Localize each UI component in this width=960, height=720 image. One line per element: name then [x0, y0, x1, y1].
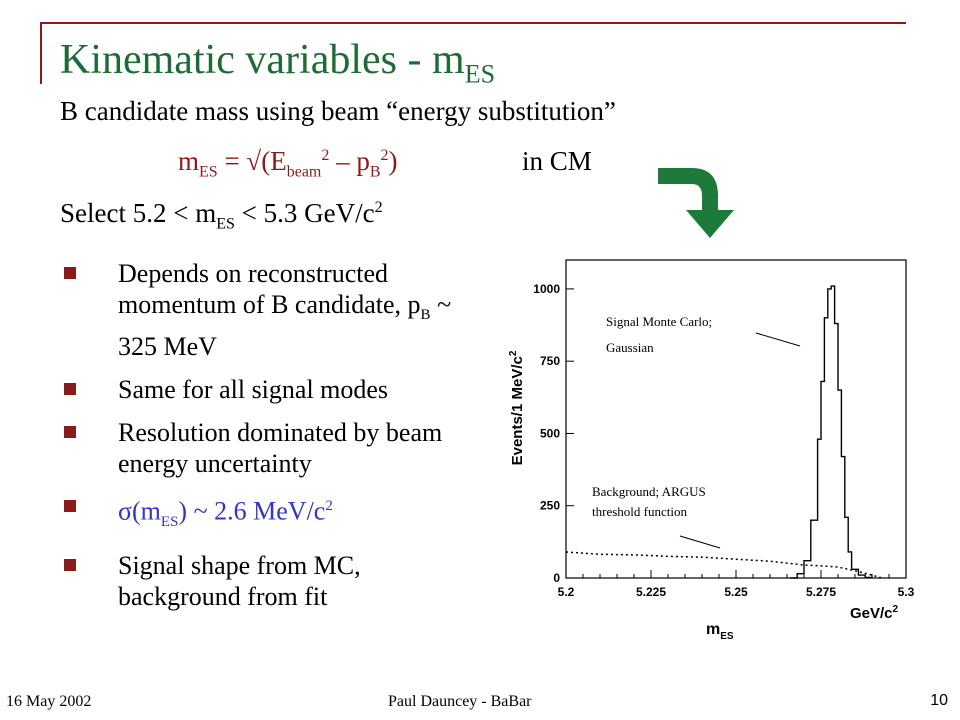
- y-axis-label: Events/1 MeV/c2: [508, 350, 526, 465]
- footer-author: Paul Dauncey - BaBar: [388, 693, 532, 710]
- x-axis-unit: GeV/c2: [850, 604, 899, 622]
- bullet-square-icon: [64, 383, 76, 396]
- x-axis-label: mES: [706, 621, 734, 642]
- bullet-item-resolution: σ(mES) ~ 2.6 MeV/c2: [64, 491, 484, 538]
- signal-annotation-line2: Gaussian: [606, 340, 654, 355]
- footer-date: 16 May 2002: [6, 693, 92, 710]
- signal-annotation-line1: Signal Monte Carlo;: [606, 314, 712, 329]
- intro-text: B candidate mass using beam “energy subs…: [60, 96, 616, 126]
- background-annotation-line1: Background; ARGUS: [592, 484, 706, 499]
- frame-left-rule: [40, 22, 42, 84]
- background-annotation-line2: threshold function: [592, 504, 687, 519]
- bullet-square-icon: [64, 426, 76, 439]
- plot-frame: [565, 259, 907, 579]
- signal-mc-histogram: [790, 285, 873, 579]
- y-tick-label: 0: [553, 571, 560, 585]
- in-cm-label: in CM: [522, 146, 592, 176]
- curved-down-arrow-icon: [658, 168, 734, 238]
- y-tick-label: 250: [540, 499, 560, 513]
- bullet-square-icon: [64, 267, 76, 279]
- x-tick-label: 5.25: [724, 585, 748, 599]
- background-argus-curve: [565, 551, 883, 579]
- x-tick-label: 5.275: [806, 585, 836, 599]
- background-annotation-pointer: [679, 535, 721, 549]
- bullet-item: Same for all signal modes: [64, 374, 484, 405]
- y-tick-label: 1000: [533, 282, 560, 296]
- bullet-square-icon: [64, 559, 76, 572]
- bullet-item: Depends on reconstructed momentum of B c…: [64, 258, 484, 362]
- y-tick-label: 500: [540, 426, 560, 440]
- y-tick-label: 750: [540, 354, 560, 368]
- signal-annotation-pointer: [755, 332, 801, 347]
- bullet-list: Depends on reconstructed momentum of B c…: [64, 258, 484, 624]
- x-tick-label: 5.3: [898, 585, 915, 599]
- mes-histogram-chart: 5.2 5.225 5.25 5.275 5.3 0 250 500 750 1000 Signa…: [508, 259, 915, 642]
- x-tick-label: 5.225: [636, 585, 666, 599]
- bullet-item: Signal shape from MC, background from fi…: [64, 550, 484, 612]
- select-range-text: Select 5.2 < mES < 5.3 GeV/c2: [60, 198, 383, 233]
- frame-top-rule: [40, 22, 906, 24]
- mes-formula: mES = √(Ebeam2 – pB2): [178, 146, 398, 181]
- x-tick-label: 5.2: [558, 585, 575, 599]
- bullet-square-icon: [64, 500, 76, 513]
- bullet-item: Resolution dominated by beam energy unce…: [64, 417, 484, 479]
- slide-title: Kinematic variables - mES: [60, 37, 496, 89]
- page-number: 10: [930, 692, 948, 709]
